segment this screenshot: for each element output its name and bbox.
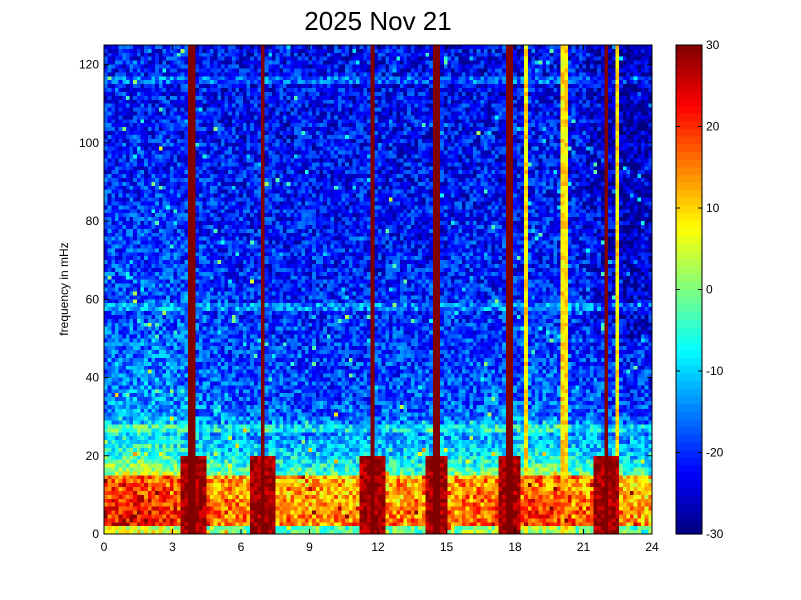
colorbar-segment — [676, 320, 702, 329]
colorbar-segment — [676, 442, 702, 451]
colorbar-segment — [676, 190, 702, 199]
x-tick-label: 6 — [238, 540, 245, 554]
colorbar-segment — [676, 136, 702, 145]
colorbar-ticks: 30 20 10 0 -10 -20 -30 — [676, 38, 724, 541]
x-tick-label: 0 — [101, 540, 108, 554]
colorbar-segment — [676, 90, 702, 100]
colorbar-segment — [676, 495, 702, 505]
colorbar-segment — [676, 67, 702, 77]
colorbar-segment — [676, 312, 702, 321]
colorbar-segment — [676, 396, 702, 405]
y-tick-label: 120 — [79, 58, 99, 72]
colorbar-segment — [676, 167, 702, 176]
colorbar-segment — [676, 335, 702, 344]
colorbar-segment — [676, 274, 702, 283]
colorbar-tick-label: 10 — [706, 201, 720, 215]
colorbar-tick-label: 0 — [706, 283, 713, 297]
colorbar-segment — [676, 472, 702, 482]
colorbar-segment — [676, 503, 702, 512]
colorbar-segment — [676, 427, 702, 436]
colorbar-segment — [676, 98, 702, 107]
colorbar-segment — [676, 342, 702, 352]
colorbar-segment — [676, 220, 702, 229]
y-tick-label: 0 — [92, 527, 99, 541]
x-tick-label: 24 — [645, 540, 659, 554]
colorbar-segment — [676, 75, 702, 84]
colorbar — [675, 44, 703, 535]
y-tick-label: 100 — [79, 136, 99, 150]
colorbar-segment — [676, 83, 702, 92]
colorbar-segment — [676, 228, 702, 237]
colorbar-segment — [676, 52, 702, 61]
colorbar-segment — [676, 113, 702, 123]
colorbar-segment — [676, 434, 702, 443]
colorbar-tick-label: -10 — [706, 364, 724, 378]
colorbar-segment — [676, 388, 702, 398]
x-tick-label: 12 — [371, 540, 385, 554]
colorbar-segment — [676, 159, 702, 168]
spectrogram-image — [104, 45, 652, 534]
colorbar-segment — [676, 465, 702, 474]
colorbar-segment — [676, 297, 702, 306]
colorbar-segment — [676, 106, 702, 115]
colorbar-segment — [676, 449, 702, 459]
colorbar-segment — [676, 480, 702, 489]
colorbar-segment — [676, 350, 702, 359]
colorbar-segment — [676, 121, 702, 130]
colorbar-segment — [676, 182, 702, 191]
colorbar-segment — [676, 327, 702, 336]
colorbar-segment — [676, 60, 702, 69]
colorbar-segment — [676, 205, 702, 214]
colorbar-segment — [676, 174, 702, 184]
y-tick-label: 80 — [86, 214, 100, 228]
colorbar-segment — [676, 289, 702, 298]
colorbar-segment — [676, 526, 702, 535]
colorbar-segment — [676, 144, 702, 153]
colorbar-segment — [676, 358, 702, 367]
colorbar-tick-label: 30 — [706, 38, 720, 52]
x-tick-label: 15 — [440, 540, 454, 554]
colorbar-segment — [676, 304, 702, 314]
colorbar-segment — [676, 404, 702, 413]
colorbar-segment — [676, 511, 702, 520]
x-tick-label: 9 — [306, 540, 313, 554]
colorbar-segment — [676, 281, 702, 291]
colorbar-segment — [676, 251, 702, 260]
colorbar-segment — [676, 236, 702, 245]
colorbar-segment — [676, 151, 702, 161]
colorbar-segment — [676, 411, 702, 420]
x-tick-label: 3 — [169, 540, 176, 554]
colorbar-tick-label: 20 — [706, 120, 720, 134]
x-tick-label: 21 — [577, 540, 591, 554]
x-axis-ticks: 0 3 6 9 12 15 18 21 24 — [101, 45, 659, 554]
colorbar-segment — [676, 213, 702, 222]
colorbar-segment — [676, 518, 702, 527]
colorbar-segment — [676, 457, 702, 466]
colorbar-segment — [676, 129, 702, 138]
spectrogram-heatmap — [104, 45, 652, 534]
colorbar-segment — [676, 197, 702, 207]
y-axis-ticks: 0 20 40 60 80 100 120 — [79, 58, 652, 541]
y-tick-label: 60 — [86, 292, 100, 306]
y-tick-label: 20 — [86, 449, 100, 463]
colorbar-tick-label: -20 — [706, 446, 724, 460]
colorbar-segment — [676, 45, 702, 54]
colorbar-segment — [676, 488, 702, 497]
colorbar-segment — [676, 419, 702, 428]
colorbar-segment — [676, 381, 702, 390]
x-tick-label: 18 — [508, 540, 522, 554]
colorbar-segment — [676, 258, 702, 268]
chart-title: 2025 Nov 21 — [304, 6, 452, 36]
y-tick-label: 40 — [86, 371, 100, 385]
colorbar-segment — [676, 243, 702, 252]
colorbar-segment — [676, 365, 702, 375]
colorbar-tick-label: -30 — [706, 527, 724, 541]
colorbar-segment — [676, 373, 702, 382]
colorbar-segment — [676, 266, 702, 275]
